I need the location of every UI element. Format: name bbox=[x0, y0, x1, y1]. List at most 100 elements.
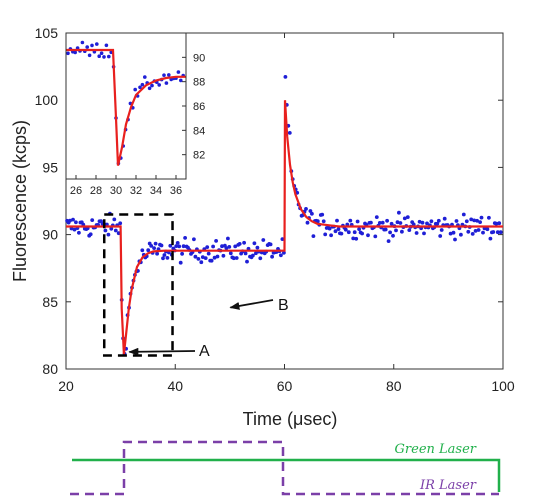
data-point bbox=[305, 220, 310, 225]
data-point bbox=[394, 228, 398, 233]
data-point bbox=[425, 221, 429, 226]
data-point bbox=[77, 230, 81, 235]
inset-data-point bbox=[162, 73, 166, 77]
inset-data-point bbox=[95, 42, 99, 46]
x-axis-title: Time (μsec) bbox=[243, 409, 338, 429]
inset-data-point bbox=[147, 86, 152, 91]
data-point bbox=[475, 218, 479, 223]
inset-data-point bbox=[80, 40, 85, 45]
data-point bbox=[481, 230, 485, 235]
data-point bbox=[72, 227, 77, 232]
inset-x-tick-label: 34 bbox=[150, 185, 162, 197]
data-point bbox=[161, 256, 165, 261]
data-point bbox=[422, 231, 426, 236]
inset-data-point bbox=[73, 50, 77, 55]
data-point bbox=[336, 227, 341, 232]
data-point bbox=[469, 217, 474, 222]
inset-data-point bbox=[99, 51, 104, 55]
inset-background bbox=[66, 33, 186, 179]
data-point bbox=[351, 236, 356, 241]
data-point bbox=[479, 215, 484, 220]
inset-data-point bbox=[107, 54, 111, 59]
data-point bbox=[226, 236, 230, 241]
data-point bbox=[400, 229, 404, 234]
data-point bbox=[389, 221, 394, 226]
data-point bbox=[380, 220, 385, 225]
data-point bbox=[212, 255, 217, 260]
data-point bbox=[71, 217, 75, 222]
data-point bbox=[174, 244, 179, 249]
inset-y-tick-label: 90 bbox=[193, 52, 205, 64]
data-point bbox=[106, 232, 111, 237]
data-point bbox=[245, 259, 249, 264]
data-point bbox=[304, 207, 308, 211]
inset-data-point bbox=[176, 70, 181, 74]
data-point bbox=[209, 258, 214, 263]
data-point bbox=[343, 227, 348, 232]
inset-x-tick-label: 28 bbox=[90, 185, 102, 197]
laser-timing-diagram: Green Laser IR Laser bbox=[70, 440, 501, 496]
inset-data-point bbox=[167, 73, 171, 77]
inset-x-tick-label: 26 bbox=[70, 185, 82, 197]
y-tick-label: 105 bbox=[35, 25, 59, 41]
x-tick-label: 100 bbox=[491, 378, 515, 394]
data-point bbox=[90, 218, 95, 223]
data-point bbox=[68, 218, 72, 223]
data-point bbox=[491, 230, 496, 234]
data-point bbox=[270, 254, 274, 259]
data-point bbox=[112, 217, 117, 222]
data-point bbox=[221, 253, 226, 258]
main-tick-labels: 20 40 60 80 100 80 85 90 95 100 105 bbox=[35, 25, 515, 394]
data-point bbox=[321, 219, 326, 224]
data-point bbox=[233, 244, 238, 249]
data-point bbox=[485, 227, 490, 232]
data-point bbox=[348, 218, 353, 223]
data-point bbox=[473, 229, 478, 233]
data-point bbox=[366, 233, 370, 238]
data-point bbox=[385, 218, 389, 223]
x-tick-label: 80 bbox=[386, 378, 402, 394]
data-point bbox=[74, 220, 78, 225]
data-point bbox=[255, 245, 260, 250]
data-point bbox=[181, 244, 186, 249]
data-point bbox=[352, 230, 357, 235]
data-point bbox=[411, 222, 416, 227]
data-point bbox=[214, 239, 219, 243]
data-point bbox=[224, 246, 229, 251]
ir-laser-label: IR Laser bbox=[419, 478, 477, 493]
annotation-label: B bbox=[278, 297, 289, 314]
data-point bbox=[360, 231, 364, 236]
inset-y-tick-label: 82 bbox=[193, 150, 205, 162]
inset-data-point bbox=[97, 54, 101, 58]
data-point bbox=[280, 237, 285, 242]
y-tick-label: 90 bbox=[42, 227, 58, 243]
data-point bbox=[377, 221, 382, 225]
data-point bbox=[310, 211, 314, 216]
data-point bbox=[402, 216, 407, 221]
data-point bbox=[178, 260, 183, 265]
data-point bbox=[227, 245, 232, 249]
inset-data-point bbox=[164, 81, 169, 85]
green-laser-trace bbox=[72, 458, 501, 492]
inset-data-point bbox=[104, 43, 109, 48]
data-point bbox=[388, 230, 392, 235]
inset-tick-labels: 26 28 30 32 34 36 82 84 86 88 90 bbox=[70, 52, 205, 197]
data-point bbox=[329, 233, 333, 238]
data-point bbox=[228, 251, 233, 256]
inset-data-point bbox=[157, 83, 161, 87]
data-point bbox=[466, 229, 471, 234]
data-point bbox=[369, 220, 373, 225]
data-point bbox=[165, 256, 170, 260]
inset-data-point bbox=[90, 43, 94, 48]
data-point bbox=[346, 230, 351, 235]
inset-fit-line bbox=[66, 48, 186, 166]
data-point bbox=[436, 218, 441, 223]
data-point bbox=[140, 248, 145, 253]
inset-data-point bbox=[143, 75, 147, 79]
inset-data-point bbox=[133, 87, 137, 92]
data-point bbox=[237, 242, 242, 246]
inset-data-point bbox=[179, 78, 183, 83]
data-point bbox=[335, 218, 339, 223]
data-point bbox=[254, 251, 258, 256]
